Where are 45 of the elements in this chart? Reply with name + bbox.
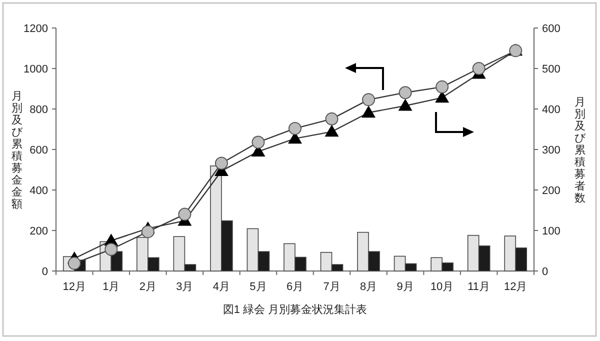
point [178,208,192,221]
y2-tick-label: 300 [542,144,560,156]
caption: 図1 緑会 月別募金状況集計表 [222,303,368,316]
x-tick-label: 6月 [286,281,304,293]
point [104,242,118,256]
point [288,122,302,135]
x-tick-label: 3月 [176,281,194,293]
point [324,124,339,137]
y2-tick-label: 100 [542,226,560,238]
x-tick-label: 12月 [62,281,86,293]
point [68,256,81,270]
point [141,225,154,238]
point [252,136,265,149]
x-tick-label: 7月 [323,281,340,293]
y-tick-label: 400 [30,185,48,197]
point [436,80,449,94]
point [398,98,412,111]
y2-tick-label: 400 [542,104,560,116]
x-tick-label: 10月 [430,281,454,293]
y2-tick-label: 600 [542,23,560,35]
y-tick-label: 1200 [24,23,48,35]
x-tick-label: 1月 [102,281,120,293]
y-tick-label: 600 [30,144,48,156]
x-tick-label: 11月 [468,281,490,293]
x-tick-label: 12月 [504,281,528,293]
x-tick-label: 4月 [212,281,230,293]
y-tick-label: 200 [30,226,48,238]
point [398,86,412,100]
point [325,112,338,126]
y2-tick-label: 0 [542,266,548,278]
x-tick-label: 2月 [139,281,156,293]
y-tick-label: 0 [42,266,48,278]
x-tick-label: 9月 [396,281,414,293]
point [362,93,376,106]
y2-axis-title: 月別及び累積募者数 [574,96,586,204]
point [214,156,228,170]
y2-tick-label: 500 [542,64,560,76]
x-tick-label: 5月 [250,281,267,293]
y2-tick-label: 200 [542,185,560,197]
point [362,106,376,118]
point [472,62,486,75]
y-tick-label: 1000 [24,64,48,76]
x-tick-label: 8月 [360,281,378,293]
y-tick-label: 800 [30,104,48,116]
y-axis-title: 月別及び累積募金金額 [12,90,22,210]
